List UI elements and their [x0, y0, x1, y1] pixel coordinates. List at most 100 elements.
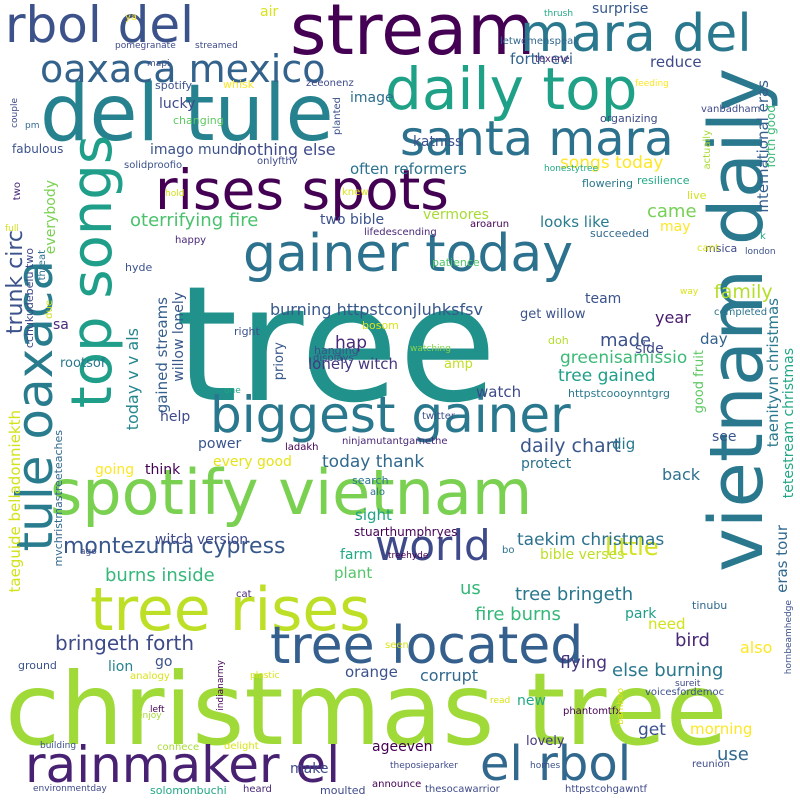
- word-forth-good: forth good: [764, 105, 778, 168]
- word-full: full: [5, 224, 19, 234]
- word-live: live: [687, 189, 707, 202]
- word-corrupt: corrupt: [420, 666, 479, 685]
- word-hap: hap: [335, 333, 367, 353]
- word-plant: plant: [334, 564, 373, 582]
- word-taeguide-belladonniekth: taeguide belladonniekth: [6, 410, 24, 593]
- word-us: us: [460, 578, 481, 599]
- word-flowering: flowering: [582, 177, 633, 190]
- word-made: made: [600, 330, 652, 351]
- word-indianarmy: indianarmy: [216, 660, 226, 711]
- word-treehyde: treehyde: [388, 551, 429, 561]
- word-watch: watch: [476, 383, 522, 401]
- word-protect: protect: [521, 456, 572, 472]
- word-sa: sa: [53, 317, 69, 333]
- word-enjoy: enjoy: [137, 711, 162, 721]
- word-use: use: [717, 744, 749, 765]
- word-happy: happy: [175, 235, 207, 246]
- word-london: london: [745, 247, 776, 257]
- word-bringeth-forth: bringeth forth: [55, 631, 195, 655]
- word-gainer-today: gainer today: [243, 224, 574, 284]
- word-little: little: [605, 533, 659, 561]
- word-bosom: bosom: [362, 319, 399, 332]
- word-solidproofio: solidproofio: [124, 160, 183, 171]
- word-thrush: thrush: [544, 9, 574, 19]
- word-gained-streams: gained streams: [153, 297, 171, 414]
- word-dig: dig: [612, 435, 636, 453]
- word-greenisamissio: greenisamissio: [560, 348, 688, 368]
- word-day: day: [700, 330, 728, 348]
- word-plastic: plastic: [250, 671, 280, 681]
- word-help: help: [160, 409, 191, 425]
- word-conhece: conhece: [157, 742, 200, 753]
- word-katniss: katniss: [413, 134, 463, 150]
- word-one: one: [224, 386, 241, 396]
- word-mara-del: mara del: [520, 4, 752, 64]
- word-bird: bird: [675, 630, 710, 651]
- word-succeeded: succeeded: [590, 227, 650, 240]
- word-cat: cat: [236, 589, 252, 600]
- word-resilience: resilience: [637, 174, 690, 187]
- word-organizing: organizing: [600, 112, 658, 125]
- word-rbol-del: rbol del: [5, 0, 195, 54]
- word-taenityvn-christmas: taenityvn christmas: [764, 298, 782, 448]
- word-vanbadham: vanbadham: [701, 104, 761, 115]
- word-oaxaca-mexico: oaxaca mexico: [40, 47, 326, 91]
- word-streamed: streamed: [195, 41, 238, 51]
- word-farm: farm: [340, 547, 373, 563]
- word-family: family: [714, 281, 773, 303]
- word-christmas-tree: christmas tree: [5, 651, 728, 768]
- word-onlyfthv: onlyfthv: [257, 156, 298, 167]
- word-came: came: [647, 201, 697, 222]
- word-bo: bo: [502, 545, 515, 556]
- word-tree: tree: [175, 251, 497, 438]
- word-hyde: hyde: [125, 261, 153, 274]
- word-world: world: [375, 521, 491, 570]
- word-fire-burns: fire burns: [475, 604, 561, 625]
- word-doh: doh: [548, 334, 569, 347]
- word-theposieparker: theposieparker: [390, 761, 458, 771]
- word-hanging: hanging: [314, 344, 359, 357]
- word-honestytree: honestytree: [544, 164, 599, 174]
- word-ageeven: ageeven: [372, 739, 433, 755]
- word-spotify: spotify: [155, 79, 193, 92]
- word-heard: heard: [243, 784, 272, 795]
- word-way: way: [680, 287, 699, 297]
- word-think: think: [145, 462, 181, 478]
- word-mvchristmastreeteaches: mvchristmastreeteaches: [52, 430, 65, 567]
- word-ground: ground: [18, 659, 57, 672]
- word-get-willow: get willow: [520, 307, 586, 322]
- word-daily-chart: daily chart: [520, 435, 621, 457]
- word-pomegranate: pomegranate: [115, 41, 176, 51]
- word-orange: orange: [345, 663, 398, 681]
- word-delight: delight: [224, 741, 259, 752]
- word-today-thank: today thank: [322, 452, 425, 472]
- word-side: side: [635, 341, 664, 357]
- word-feeding: feeding: [635, 79, 669, 89]
- word-else-burning: else burning: [612, 660, 724, 681]
- word-letwomenspeak: letwomenspeak: [500, 36, 580, 47]
- word-back: back: [662, 465, 701, 484]
- word-k: k: [760, 231, 766, 242]
- word-changing: changing: [173, 114, 224, 127]
- word-everybody: everybody: [43, 180, 59, 255]
- word-bible-verses: bible verses: [540, 547, 625, 563]
- word-building: building: [40, 741, 77, 751]
- word-witch-version: witch version: [155, 532, 249, 548]
- word-zeeonenz: zeeonenz: [306, 78, 354, 89]
- word-environmentday: environmentday: [33, 784, 107, 794]
- word-texnne: texnne: [535, 54, 570, 65]
- word-looks-like: looks like: [540, 213, 610, 231]
- word-cchukudebelu-two: cchukudebelu two: [23, 248, 36, 349]
- word-voicesfordemoc: voicesfordemoc: [645, 687, 725, 698]
- word-right: right: [234, 325, 260, 338]
- word-santa-mara: santa mara: [400, 111, 674, 167]
- word-daily-top: daily top: [385, 55, 638, 123]
- word-el-rbol: el rbol: [480, 736, 632, 792]
- word-get: get: [638, 720, 666, 740]
- word-sight: sight: [355, 506, 392, 524]
- word-burning-httpstconjluhksfsv: burning httpstconjluhksfsv: [270, 300, 483, 319]
- word-burns-inside: burns inside: [105, 565, 215, 586]
- word-couple: couple: [10, 98, 20, 128]
- word-solomonbuchi: solomonbuchi: [150, 784, 227, 797]
